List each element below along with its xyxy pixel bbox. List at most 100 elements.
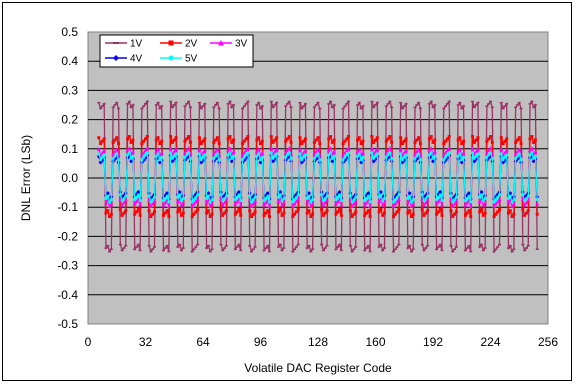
data-point: [172, 138, 176, 142]
data-point: [257, 152, 261, 156]
data-point: [249, 204, 254, 208]
data-point: [300, 142, 304, 146]
data-point: [203, 137, 207, 141]
data-point: [222, 200, 227, 205]
data-point: [408, 194, 412, 198]
data-point: [501, 160, 506, 165]
data-point: [470, 146, 475, 150]
data-point: [489, 135, 492, 139]
data-point: [179, 213, 183, 217]
data-point: [223, 211, 227, 215]
y-tick-label: -0.2: [57, 229, 78, 243]
data-point: [497, 208, 501, 212]
data-point: [241, 158, 245, 162]
data-point: [480, 208, 484, 212]
data-point: [165, 191, 170, 196]
y-tick-label: 0.1: [61, 142, 78, 156]
data-point: [149, 215, 153, 219]
data-point: [257, 136, 261, 140]
data-point: [535, 198, 539, 202]
data-point: [204, 200, 209, 205]
data-point: [352, 198, 356, 202]
data-point: [126, 137, 130, 141]
data-point: [161, 213, 165, 217]
data-point: [375, 136, 379, 140]
data-point: [451, 215, 455, 219]
data-point: [97, 152, 101, 156]
legend-marker: [168, 40, 174, 46]
data-point: [230, 140, 234, 144]
data-point: [246, 135, 250, 139]
data-point: [438, 208, 442, 212]
data-point: [114, 147, 119, 151]
data-point: [259, 142, 262, 146]
data-point: [418, 158, 422, 162]
data-point: [361, 139, 365, 143]
data-point: [332, 149, 337, 154]
data-point: [311, 212, 315, 216]
legend-label: 2V: [185, 39, 198, 50]
data-point: [133, 198, 137, 202]
data-point: [241, 142, 245, 146]
data-point: [202, 148, 207, 153]
data-point: [449, 209, 453, 213]
series-layer: [96, 99, 540, 254]
data-point: [499, 147, 504, 151]
data-point: [201, 155, 205, 159]
data-point: [497, 197, 502, 201]
y-tick-label: -0.4: [57, 288, 78, 302]
data-point: [414, 149, 419, 154]
data-point: [496, 195, 500, 199]
data-point: [366, 194, 370, 198]
data-point: [321, 203, 326, 207]
data-point: [220, 203, 225, 207]
data-point: [185, 153, 189, 157]
data-point: [471, 135, 475, 139]
data-point: [154, 149, 159, 154]
data-point: [519, 142, 523, 146]
data-point: [514, 140, 518, 144]
data-point: [426, 209, 430, 213]
data-point: [334, 212, 338, 216]
data-point: [271, 140, 275, 144]
data-point: [350, 200, 354, 204]
data-point: [309, 215, 313, 219]
data-point: [495, 199, 500, 204]
data-point: [451, 200, 455, 204]
data-point: [115, 136, 119, 140]
data-point: [255, 138, 259, 142]
data-point: [136, 208, 140, 212]
data-point: [404, 153, 408, 157]
data-point: [395, 195, 399, 199]
data-point: [262, 213, 266, 217]
data-point: [275, 136, 279, 140]
data-point: [472, 140, 476, 144]
data-point: [109, 198, 113, 202]
data-point: [151, 198, 155, 202]
data-point: [175, 199, 180, 204]
data-point: [375, 147, 380, 151]
data-point: [224, 209, 228, 213]
data-point: [144, 153, 147, 157]
data-point: [296, 208, 300, 212]
data-point: [523, 199, 527, 203]
data-point: [461, 150, 466, 155]
data-point: [381, 199, 385, 203]
data-point: [372, 140, 376, 144]
data-point: [109, 212, 113, 216]
data-point: [407, 191, 412, 196]
data-point: [387, 146, 392, 150]
data-point: [215, 147, 220, 151]
data-point: [370, 135, 374, 139]
data-point: [326, 148, 331, 153]
data-point: [354, 210, 358, 214]
data-point: [513, 152, 518, 156]
data-point: [402, 150, 407, 155]
data-point: [312, 140, 316, 144]
data-point: [409, 200, 413, 204]
data-point: [260, 139, 264, 143]
data-point: [329, 135, 333, 139]
data-point: [314, 154, 318, 158]
data-point: [337, 190, 342, 195]
data-point: [108, 200, 112, 204]
